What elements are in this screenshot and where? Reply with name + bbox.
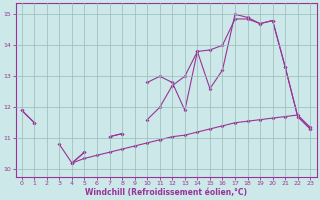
X-axis label: Windchill (Refroidissement éolien,°C): Windchill (Refroidissement éolien,°C) — [85, 188, 247, 197]
